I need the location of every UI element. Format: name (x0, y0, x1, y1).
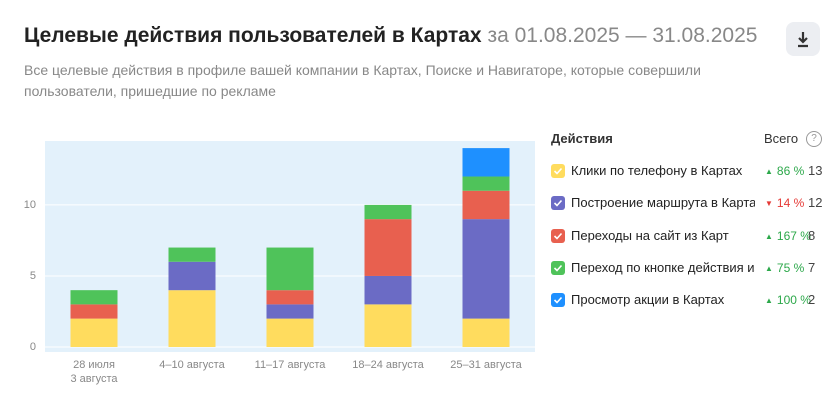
bar-segment (462, 190, 510, 220)
bar-segment (266, 290, 314, 305)
x-tick-label: 4–10 августа (159, 359, 225, 371)
legend-row[interactable]: Переходы на сайт из Карт ▲ 167 % 8 (551, 227, 831, 247)
legend-change: ▼ 14 % (763, 196, 805, 211)
change-value: 75 % (776, 260, 805, 275)
check-icon (553, 232, 563, 240)
trend-arrow: ▲ (765, 296, 773, 306)
bar-segment (462, 176, 510, 191)
legend-checkbox[interactable] (551, 164, 565, 178)
bar-segment (168, 247, 216, 262)
legend-checkbox[interactable] (551, 196, 565, 211)
legend-checkbox[interactable] (551, 293, 565, 308)
bar-segment (364, 275, 412, 305)
legend-change: ▲ 167 % (763, 228, 811, 243)
download-button[interactable] (786, 22, 820, 56)
legend-change: ▲ 100 % (763, 293, 811, 308)
bar-segment (364, 304, 412, 347)
legend-checkbox[interactable] (551, 260, 565, 275)
title: Целевые действия пользователей в Картах … (24, 24, 757, 48)
legend-label: Переходы на сайт из Карт (571, 227, 729, 243)
bar-segment (364, 219, 412, 276)
x-tick-label: 18–24 августа (352, 359, 424, 371)
check-icon (553, 264, 563, 272)
bar-segment (70, 290, 118, 305)
bar-segment (266, 318, 314, 347)
check-icon (553, 297, 563, 304)
period: за 01.08.2025 — 31.08.2025 (487, 24, 758, 47)
y-tick-label: 0 (30, 341, 36, 353)
download-icon (798, 32, 808, 48)
legend-label: Просмотр акции в Картах (571, 292, 725, 308)
bar-segment (168, 261, 216, 291)
change-value: 14 % (776, 196, 805, 211)
bar-segment (70, 304, 118, 319)
legend-total-header: Всего (764, 131, 799, 146)
bar-segment (462, 318, 510, 347)
y-tick-label: 5 (30, 270, 36, 282)
legend-row[interactable]: Клики по телефону в Картах ▲ 86 % 13 (551, 162, 831, 182)
legend-label: Переход по кнопке действия из Карт (571, 259, 755, 275)
bar-segment (462, 219, 510, 319)
change-value: 100 % (776, 293, 811, 308)
trend-arrow: ▲ (765, 231, 773, 241)
legend-row[interactable]: Переход по кнопке действия из Карт ▲75 %7 (551, 259, 831, 279)
trend-arrow: ▲ (765, 263, 773, 273)
trend-arrow: ▼ (765, 199, 773, 209)
bar-segment (364, 204, 412, 220)
description: Все целевые действия в профиле вашей ком… (24, 62, 701, 99)
help-icon[interactable]: ? (806, 131, 822, 147)
legend-change: ▲ 86 % (763, 164, 805, 178)
check-icon (553, 200, 563, 207)
bar-segment (266, 304, 314, 319)
legend-total: 7 (808, 259, 816, 275)
legend-checkbox[interactable] (551, 228, 565, 243)
legend-total: 13 (808, 163, 823, 178)
bar-segment (462, 148, 510, 177)
check-icon (553, 167, 563, 175)
legend-row[interactable]: Построение маршрута в Картах ▼ 14 % 12 (551, 194, 831, 214)
bar-segment (168, 290, 216, 347)
y-tick-label: 10 (24, 199, 36, 211)
change-value: 86 % (776, 164, 805, 178)
legend-row[interactable]: Просмотр акции в Картах ▲ 100 % 2 (551, 291, 831, 311)
legend-label: Построение маршрута в Картах (571, 195, 755, 211)
bar-segment (70, 318, 118, 347)
trend-arrow: ▲ (765, 167, 773, 176)
legend-total: 8 (808, 227, 816, 243)
bar-segment (266, 247, 314, 291)
change-value: 167 % (776, 228, 811, 243)
legend-label: Клики по телефону в Картах (571, 163, 743, 178)
title-text: Целевые действия пользователей в Картах (24, 24, 482, 47)
legend-total: 12 (808, 195, 823, 211)
x-tick-label: 25–31 августа (450, 359, 522, 371)
x-tick-label: 11–17 августа (254, 359, 326, 371)
legend-total: 2 (808, 292, 816, 308)
legend-change: ▲ 75 % (763, 260, 805, 275)
x-tick-label: 28 июля 3 августа (70, 359, 118, 385)
legend-header: Действия (551, 131, 613, 146)
